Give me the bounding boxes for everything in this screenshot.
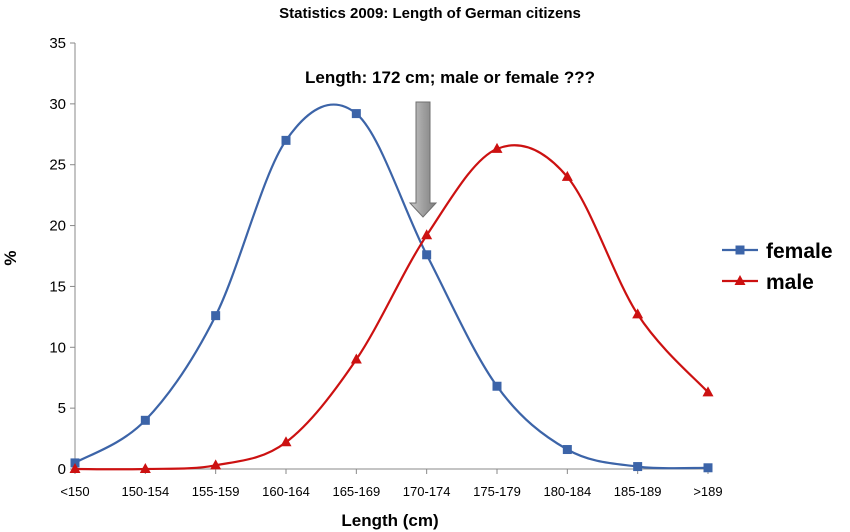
annotation: Length: 172 cm; male or female ??? [305, 68, 595, 218]
data-point-male [280, 436, 292, 447]
data-point-male [632, 308, 644, 319]
y-tick-label: 35 [49, 35, 66, 52]
y-tick-label: 20 [49, 218, 66, 235]
x-tick-label: 175-179 [473, 484, 521, 499]
data-point-male [350, 353, 362, 364]
x-tick-label: 155-159 [192, 484, 240, 499]
data-point-male [139, 463, 151, 473]
y-tick-label: 5 [58, 400, 66, 417]
y-tick-label: 30 [49, 96, 66, 113]
legend-label-male: male [766, 271, 814, 294]
series-line-male [74, 144, 709, 471]
data-point-male [210, 459, 222, 470]
legend-marker-female [735, 245, 745, 255]
x-tick-label: >189 [693, 484, 722, 499]
y-tick-label: 0 [58, 461, 66, 478]
series-layer [69, 103, 714, 473]
x-tick-label: 180-184 [543, 484, 591, 499]
data-point-male [421, 229, 433, 240]
data-point-female [140, 415, 150, 425]
y-axis-title: % [1, 250, 20, 265]
legend-label-female: female [766, 240, 833, 263]
legend: female male [722, 240, 833, 294]
data-point-female [281, 135, 291, 145]
data-point-female [422, 250, 432, 260]
x-tick-label: 185-189 [614, 484, 662, 499]
data-point-female [492, 381, 502, 391]
series-female [70, 103, 713, 473]
series-line-female [74, 103, 709, 470]
x-tick-label: 165-169 [332, 484, 380, 499]
data-point-female [633, 462, 643, 472]
x-tick-label: 150-154 [121, 484, 169, 499]
x-axis-title: Length (cm) [341, 511, 438, 530]
y-axis: 0 5 10 15 20 25 30 35 [49, 35, 76, 478]
y-tick-label: 10 [49, 339, 66, 356]
data-point-male [491, 142, 503, 153]
x-tick-label: 160-164 [262, 484, 310, 499]
data-point-female [351, 109, 361, 119]
data-point-female [70, 458, 80, 468]
data-point-male [561, 170, 573, 181]
data-point-female [703, 463, 713, 473]
x-tick-label: <150 [60, 484, 89, 499]
annotation-text: Length: 172 cm; male or female ??? [305, 68, 595, 87]
legend-marker-male [734, 275, 746, 285]
x-tick-label: 170-174 [403, 484, 451, 499]
data-point-female [562, 445, 572, 455]
y-tick-label: 15 [49, 278, 66, 295]
y-tick-label: 25 [49, 157, 66, 174]
data-point-male [702, 386, 714, 397]
annotation-arrow-icon [408, 101, 438, 218]
x-axis: <150 150-154 155-159 160-164 165-169 170-174 1… [60, 468, 723, 499]
data-point-female [211, 311, 221, 321]
data-point-male [69, 463, 81, 473]
chart-title: Statistics 2009: Length of German citize… [279, 5, 581, 22]
series-male [69, 142, 714, 473]
